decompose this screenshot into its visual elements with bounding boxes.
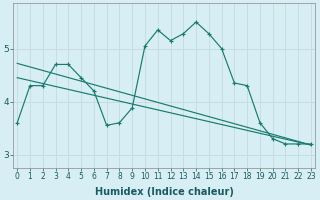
X-axis label: Humidex (Indice chaleur): Humidex (Indice chaleur) [95,187,234,197]
